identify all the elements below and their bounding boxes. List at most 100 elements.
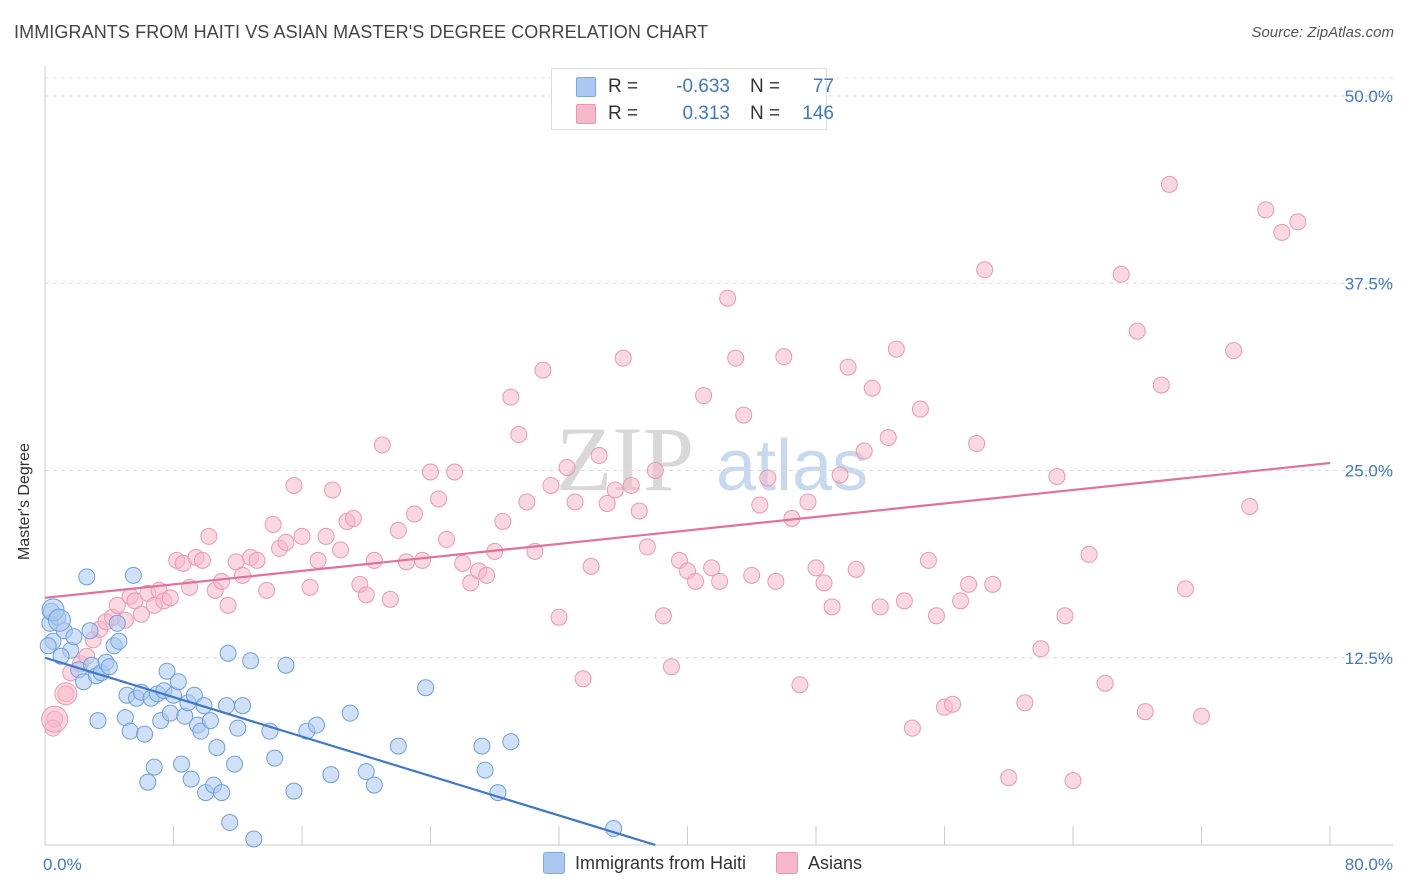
asians-point bbox=[430, 490, 448, 508]
legend-n-label: N = bbox=[750, 76, 781, 97]
legend-swatch-asians bbox=[576, 104, 596, 124]
haiti-point bbox=[182, 770, 200, 788]
haiti-point bbox=[78, 568, 96, 586]
haiti-point bbox=[221, 814, 239, 832]
bottom-legend-label-haiti: Immigrants from Haiti bbox=[575, 852, 747, 873]
haiti-point bbox=[110, 632, 128, 650]
haiti-point bbox=[219, 644, 237, 662]
bottom-legend: Immigrants from Haiti Asians bbox=[543, 852, 892, 874]
asians-point bbox=[301, 578, 319, 596]
bottom-legend-swatch-haiti bbox=[543, 852, 565, 874]
asians-point bbox=[309, 551, 327, 569]
haiti-point bbox=[208, 739, 226, 757]
asians-point bbox=[381, 590, 399, 608]
asians-point bbox=[1176, 580, 1194, 598]
asians-point bbox=[108, 596, 126, 614]
x-tick-label: 0.0% bbox=[43, 855, 82, 874]
haiti-point bbox=[39, 637, 57, 655]
asians-point bbox=[1096, 674, 1114, 692]
haiti-point bbox=[502, 733, 520, 751]
asians-point bbox=[751, 496, 769, 514]
legend-n-label: N = bbox=[750, 103, 781, 124]
asians-point bbox=[952, 592, 970, 610]
asians-point bbox=[285, 476, 303, 494]
asians-point bbox=[1257, 201, 1275, 219]
asians-point bbox=[1273, 223, 1291, 241]
asians-point bbox=[775, 348, 793, 366]
asians-point bbox=[767, 572, 785, 590]
asians-point bbox=[807, 559, 825, 577]
bottom-legend-label-asians: Asians bbox=[808, 852, 863, 873]
asians-point bbox=[332, 541, 350, 559]
asians-point bbox=[960, 575, 978, 593]
watermark-atlas: atlas bbox=[716, 426, 868, 506]
haiti-point bbox=[136, 725, 154, 743]
asians-point bbox=[968, 435, 986, 453]
asians-point bbox=[976, 261, 994, 279]
asians-point bbox=[695, 387, 713, 405]
asians-point bbox=[422, 463, 439, 481]
asians-point bbox=[193, 551, 211, 569]
haiti-point bbox=[52, 647, 70, 665]
asians-point bbox=[213, 572, 231, 590]
tick-labels: 12.5% 25.0% 37.5% 50.0% 0.0% 80.0% bbox=[43, 87, 1393, 874]
haiti-point bbox=[81, 622, 99, 640]
haiti-point bbox=[145, 758, 163, 776]
legend-r-value: 0.313 bbox=[682, 103, 730, 124]
asians-point bbox=[743, 566, 761, 584]
haiti-point bbox=[124, 566, 142, 584]
asians-point bbox=[1241, 497, 1259, 515]
haiti-point bbox=[121, 722, 139, 740]
asians-point bbox=[654, 607, 672, 625]
asians-point bbox=[1136, 703, 1154, 721]
haiti-point bbox=[89, 712, 107, 730]
legend-row-haiti: R = -0.633 N = 77 bbox=[576, 75, 834, 99]
asians-point bbox=[903, 719, 921, 737]
asians-point bbox=[887, 340, 905, 358]
haiti-point bbox=[245, 830, 263, 848]
asians-point bbox=[248, 551, 266, 569]
asians-point bbox=[373, 436, 391, 454]
y-tick-label: 50.0% bbox=[1345, 87, 1393, 106]
haiti-point bbox=[47, 608, 71, 632]
asians-point bbox=[1289, 213, 1307, 231]
y-tick-label: 37.5% bbox=[1345, 274, 1393, 293]
haiti-point bbox=[365, 776, 383, 794]
haiti-point bbox=[213, 784, 231, 802]
asians-point bbox=[1080, 545, 1098, 563]
legend-row-asians: R = 0.313 N = 146 bbox=[576, 102, 834, 126]
asians-point bbox=[365, 551, 383, 569]
trend-lines bbox=[44, 461, 1331, 847]
asians-point bbox=[590, 447, 608, 465]
asians-point bbox=[662, 658, 680, 676]
haiti-point bbox=[173, 755, 191, 773]
asians-point bbox=[132, 605, 150, 623]
asians-point bbox=[984, 575, 1002, 593]
legend-r-value: -0.633 bbox=[676, 76, 730, 97]
asians-point bbox=[518, 493, 536, 511]
asians-point bbox=[1016, 694, 1034, 712]
asians-point bbox=[638, 538, 656, 556]
asians-point bbox=[357, 586, 375, 604]
watermark-zip: ZIP bbox=[556, 408, 694, 510]
asians-point bbox=[462, 574, 480, 592]
asians-point bbox=[871, 598, 889, 616]
asians-point bbox=[719, 289, 737, 307]
asians-point bbox=[550, 608, 568, 626]
asians-point bbox=[630, 502, 648, 520]
asians-point bbox=[258, 581, 276, 599]
legend-r-label: R = bbox=[608, 76, 639, 97]
asians-point bbox=[911, 400, 929, 418]
haiti-point bbox=[201, 712, 219, 730]
asians-point bbox=[566, 493, 584, 511]
haiti-point bbox=[476, 761, 494, 779]
legend-r-label: R = bbox=[608, 103, 639, 124]
asians-point bbox=[1112, 265, 1130, 283]
asians-point bbox=[727, 349, 745, 367]
asians-point bbox=[1225, 342, 1243, 360]
series-asians bbox=[41, 175, 1307, 790]
haiti-point bbox=[322, 766, 340, 784]
asians-point bbox=[863, 379, 881, 397]
asians-point bbox=[815, 574, 833, 592]
asians-point bbox=[494, 512, 512, 530]
